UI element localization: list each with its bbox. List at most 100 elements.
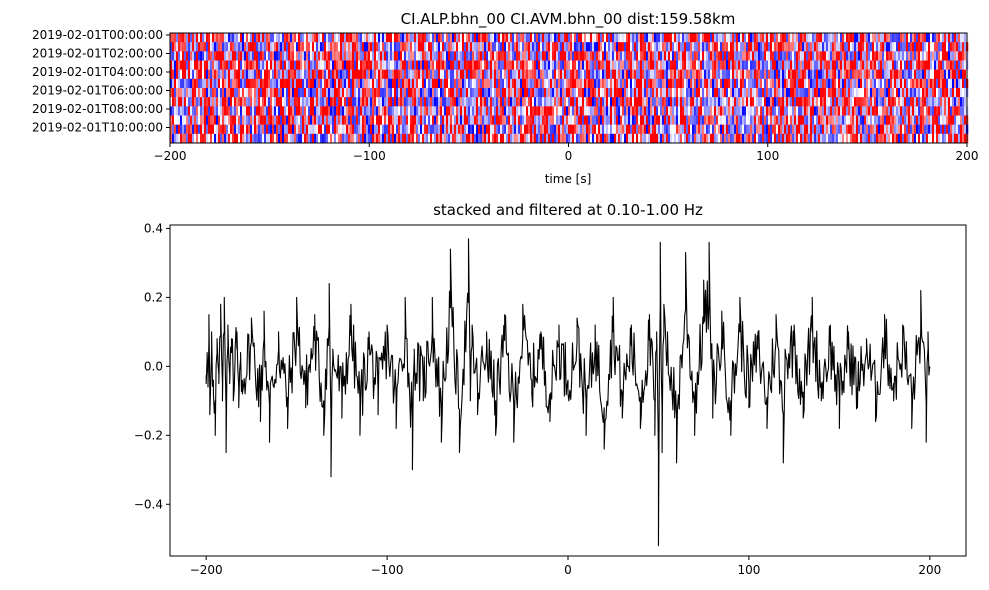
heatmap-cell xyxy=(560,42,563,52)
heatmap-cell xyxy=(574,133,577,144)
heatmap-cell xyxy=(480,78,483,89)
heatmap-cell xyxy=(290,42,293,52)
heatmap-cell xyxy=(666,42,669,52)
heatmap-cell xyxy=(706,106,709,116)
heatmap-cell xyxy=(238,78,241,89)
heatmap-cell xyxy=(452,60,455,70)
heatmap-cell xyxy=(808,42,811,52)
heatmap-cell xyxy=(366,115,369,125)
heatmap-cell xyxy=(932,133,935,144)
heatmap-cell xyxy=(222,60,225,70)
heatmap-cell xyxy=(956,60,959,70)
heatmap-cell xyxy=(604,51,607,61)
heatmap-cell xyxy=(676,51,679,61)
heatmap-cell xyxy=(250,88,253,98)
heatmap-cell xyxy=(384,51,387,61)
heatmap-cell xyxy=(710,78,713,89)
heatmap-cell xyxy=(216,69,219,80)
heatmap-cell xyxy=(610,133,613,144)
heatmap-cell xyxy=(394,124,397,135)
heatmap-cell xyxy=(838,69,841,80)
heatmap-cell xyxy=(832,133,835,144)
heatmap-cell xyxy=(454,124,457,135)
heatmap-cell xyxy=(538,124,541,135)
heatmap-cell xyxy=(424,106,427,116)
heatmap-cell xyxy=(456,115,459,125)
heatmap-cell xyxy=(308,60,311,70)
heatmap-cell xyxy=(612,124,615,135)
heatmap-cell xyxy=(764,115,767,125)
heatmap-cell xyxy=(410,42,413,52)
heatmap-cell xyxy=(734,106,737,116)
heatmap-cell xyxy=(608,106,611,116)
heatmap-cell xyxy=(438,60,441,70)
heatmap-cell xyxy=(404,124,407,135)
heatmap-cell xyxy=(872,78,875,89)
heatmap-cell xyxy=(542,33,545,43)
heatmap-cell xyxy=(592,60,595,70)
heatmap-cell xyxy=(278,60,281,70)
heatmap-cell xyxy=(778,133,781,144)
heatmap-cell xyxy=(800,42,803,52)
heatmap-cell xyxy=(330,115,333,125)
heatmap-cell xyxy=(456,60,459,70)
heatmap-cell xyxy=(522,33,525,43)
heatmap-cell xyxy=(308,78,311,89)
heatmap-cell xyxy=(394,78,397,89)
heatmap-cell xyxy=(510,97,513,107)
heatmap-cell xyxy=(688,88,691,98)
heatmap-cell xyxy=(374,115,377,125)
heatmap-cell xyxy=(940,60,943,70)
heatmap-cell xyxy=(812,88,815,98)
heatmap-cell xyxy=(812,42,815,52)
heatmap-cell xyxy=(572,106,575,116)
heatmap-cell xyxy=(834,78,837,89)
heatmap-cell xyxy=(788,60,791,70)
heatmap-cell xyxy=(362,51,365,61)
heatmap-cell xyxy=(734,133,737,144)
heatmap-cell xyxy=(920,51,923,61)
heatmap-cell xyxy=(652,69,655,80)
heatmap-cell xyxy=(672,115,675,125)
heatmap-cell xyxy=(208,78,211,89)
heatmap-cell xyxy=(610,69,613,80)
heatmap-cell xyxy=(398,124,401,135)
heatmap-cell xyxy=(374,78,377,89)
heatmap-cell xyxy=(924,88,927,98)
heatmap-cell xyxy=(662,124,665,135)
heatmap-cell xyxy=(864,115,867,125)
heatmap-cell xyxy=(270,106,273,116)
heatmap-cell xyxy=(184,97,187,107)
heatmap-cell xyxy=(602,51,605,61)
heatmap-cell xyxy=(322,97,325,107)
heatmap-cell xyxy=(438,42,441,52)
heatmap-cell xyxy=(574,51,577,61)
heatmap-cell xyxy=(558,115,561,125)
heatmap-cell xyxy=(526,88,529,98)
heatmap-cell xyxy=(610,51,613,61)
heatmap-cell xyxy=(806,51,809,61)
heatmap-cell xyxy=(552,97,555,107)
heatmap-cell xyxy=(952,133,955,144)
heatmap-cell xyxy=(522,78,525,89)
heatmap-cell xyxy=(922,60,925,70)
heatmap-cell xyxy=(622,106,625,116)
heatmap-cell xyxy=(264,33,267,43)
heatmap-cell xyxy=(648,60,651,70)
heatmap-cell xyxy=(668,115,671,125)
heatmap-cell xyxy=(832,88,835,98)
heatmap-cell xyxy=(644,97,647,107)
heatmap-cell xyxy=(450,133,453,144)
heatmap-cell xyxy=(492,42,495,52)
heatmap-cell xyxy=(326,69,329,80)
heatmap-cell xyxy=(482,115,485,125)
heatmap-cell xyxy=(298,69,301,80)
heatmap-cell xyxy=(176,115,179,125)
heatmap-cell xyxy=(890,42,893,52)
heatmap-cell xyxy=(398,133,401,144)
heatmap-cell xyxy=(828,106,831,116)
heatmap-cell xyxy=(278,124,281,135)
heatmap-cell xyxy=(532,42,535,52)
heatmap-cell xyxy=(246,124,249,135)
heatmap-cell xyxy=(822,60,825,70)
